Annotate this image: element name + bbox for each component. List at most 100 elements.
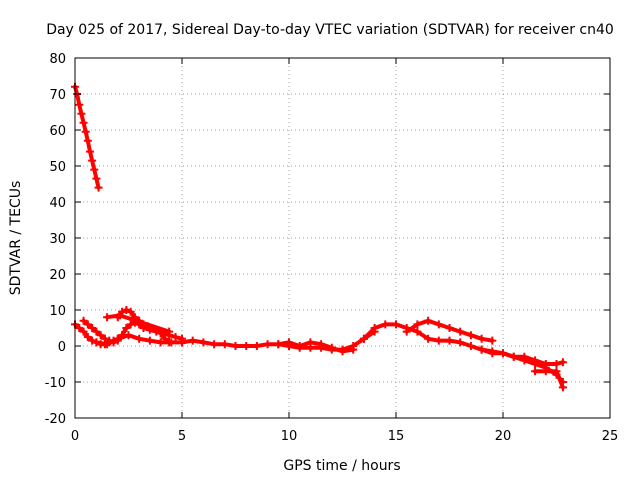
data-point [231,342,240,350]
data-point [88,336,97,345]
series-track-afternoon-b [402,316,497,345]
data-point [122,306,131,314]
y-tick-label: 10 [49,304,66,319]
data-point [445,336,454,345]
data-point [92,174,101,183]
data-point [488,336,497,345]
data-point [263,340,272,349]
data-point [92,327,101,336]
data-point [520,356,529,365]
data-point [103,313,112,322]
data-point [295,342,304,350]
data-point [445,324,454,332]
data-point [126,307,135,316]
data-point [96,331,105,340]
data-point [122,324,131,332]
data-point [90,165,99,174]
data-point [75,324,84,332]
x-tick-label: 0 [71,429,79,444]
data-point [167,338,176,347]
x-tick-label: 20 [495,429,512,444]
grid-lines [75,58,610,418]
data-point [79,316,88,325]
data-point [434,320,443,329]
data-point [188,336,197,345]
y-tick-label: 50 [49,160,66,175]
data-point [317,340,326,349]
data-point [83,136,92,145]
data-point [392,320,400,329]
y-axis-label: SDTVAR / TECUs [8,181,24,296]
x-tick-label: 10 [281,429,298,444]
y-tick-label: 60 [49,124,66,139]
data-point [327,343,336,352]
data-point [477,345,486,354]
data-point [456,327,465,336]
data-point [126,320,135,329]
axis-ticks [74,57,611,419]
data-point [103,340,112,349]
data-point [488,347,497,356]
data-point [558,383,567,392]
data-series [71,82,567,392]
y-tick-label: 20 [49,268,66,283]
data-point [434,336,443,345]
data-point [274,340,283,349]
data-point [165,327,174,336]
data-point [113,334,122,343]
data-point [100,334,109,343]
data-point [466,331,475,340]
data-point [370,324,379,332]
data-point [135,334,144,343]
data-point [75,100,84,109]
series-track-late-b [531,367,567,392]
y-tick-label: -10 [45,376,66,391]
data-point [79,118,88,127]
data-point [381,320,390,329]
data-point [531,367,540,376]
x-tick-label: 15 [388,429,405,444]
data-point [499,349,507,358]
series-isolated-points [103,311,174,336]
data-point [424,334,433,343]
series-satellite-descending-high [71,82,103,192]
data-point [477,334,486,343]
data-point [541,367,550,376]
data-point [413,320,422,329]
data-point [413,327,422,336]
y-tick-label: 0 [58,340,66,355]
y-tick-label: 70 [49,88,66,103]
data-point [145,336,154,345]
data-point [424,316,433,325]
y-tick-label: 30 [49,232,66,247]
data-point [83,333,92,341]
data-point [306,338,315,347]
data-point [79,327,88,336]
y-tick-label: 40 [49,196,66,211]
data-point [81,127,90,136]
data-point [77,109,86,118]
data-point [92,338,101,347]
data-point [94,183,103,192]
data-point [558,358,567,367]
data-point [156,338,165,347]
data-point [456,338,465,347]
data-point [210,340,219,349]
tick-labels: 0 5 10 15 20 25 -20 -10 0 10 20 30 40 50 60 70 80 [45,52,619,444]
chart-title: Day 025 of 2017, Sidereal Day-to-day VTE… [46,22,614,38]
data-point [124,331,133,340]
data-point [88,156,97,165]
data-point [531,360,540,368]
data-point [252,342,261,350]
x-tick-label: 25 [602,429,619,444]
data-point [552,360,561,368]
data-point [220,340,229,349]
data-point [171,333,180,341]
data-point [402,327,411,336]
data-point [466,342,475,350]
x-axis-label: GPS time / hours [283,458,400,474]
data-point [178,338,186,347]
data-point [199,338,208,347]
data-point [115,311,124,320]
